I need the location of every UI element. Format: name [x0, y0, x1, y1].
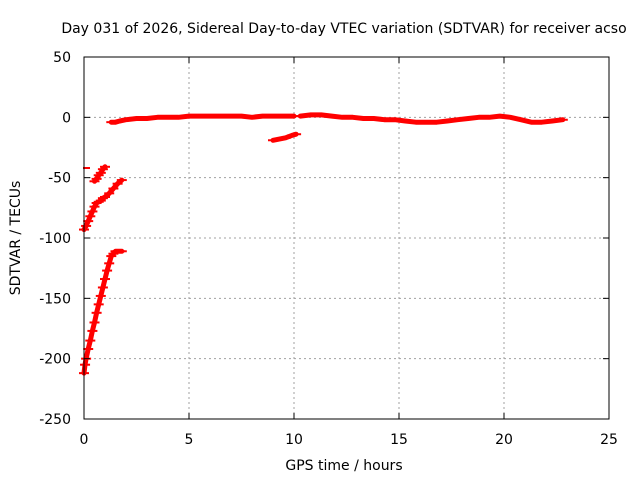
data-trace — [300, 115, 563, 122]
grid — [84, 57, 609, 419]
data-trace — [84, 251, 122, 373]
y-tick-label: -200 — [39, 352, 71, 368]
y-tick-label: -250 — [39, 412, 71, 428]
x-tick-label: 5 — [185, 432, 194, 448]
y-tick-label: -100 — [39, 231, 71, 247]
x-tick-label: 0 — [80, 432, 89, 448]
data-trace — [84, 180, 122, 230]
x-axis-label: GPS time / hours — [285, 458, 402, 474]
y-tick-label: -150 — [39, 291, 71, 307]
chart-title: Day 031 of 2026, Sidereal Day-to-day VTE… — [61, 21, 626, 37]
tick-labels: 0 5 10 15 20 25 50 0 -50 -100 -150 -200 -250 — [39, 50, 618, 448]
x-tick-label: 25 — [600, 432, 618, 448]
y-tick-label: 0 — [62, 110, 71, 126]
x-tick-label: 20 — [495, 432, 513, 448]
x-tick-label: 15 — [390, 432, 408, 448]
y-tick-label: 50 — [53, 50, 71, 66]
data-layer — [79, 115, 568, 373]
x-tick-label: 10 — [285, 432, 303, 448]
y-axis-label: SDTVAR / TECUs — [8, 181, 24, 296]
y-tick-label: -50 — [48, 171, 71, 187]
